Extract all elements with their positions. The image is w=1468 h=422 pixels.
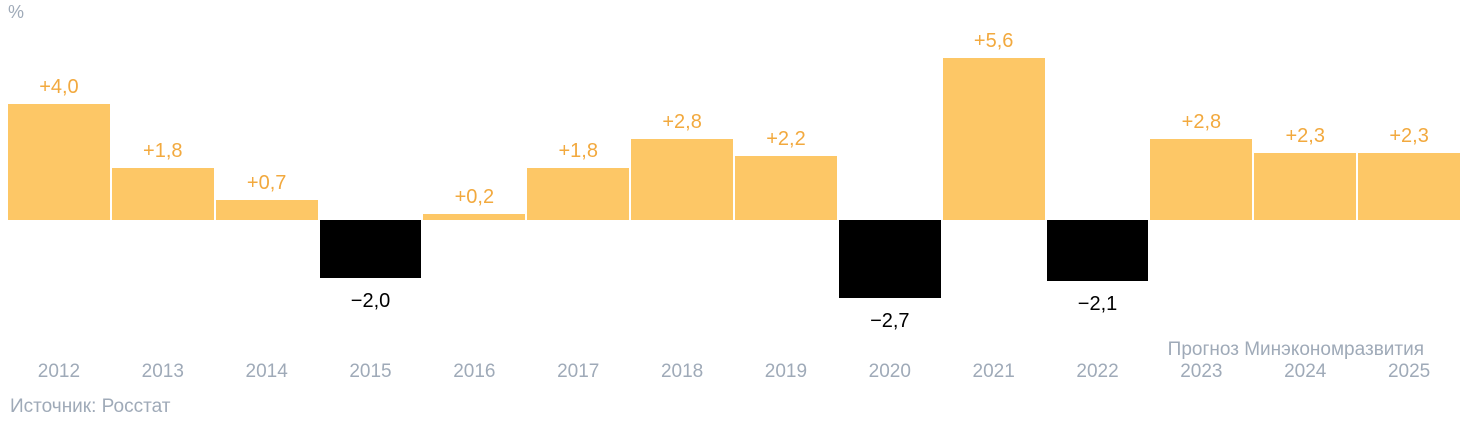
bar-2021 [942,58,1045,220]
year-label-2013: 2013 [141,361,184,382]
year-label-2016: 2016 [453,361,496,382]
year-label-2014: 2014 [245,361,288,382]
bar-2016 [423,214,526,220]
bar-column-2016: +0,2 2016 [423,0,526,422]
value-label-2015: −2,0 [350,290,391,312]
value-label-2025: +2,3 [1389,125,1429,147]
bar-2014 [215,200,318,220]
value-label-2018: +2,8 [662,111,702,133]
value-label-2014: +0,7 [246,172,287,194]
bar-2013 [111,168,214,220]
bar-column-2012: +4,0 2012 [8,0,110,422]
year-label-2023: 2023 [1180,361,1223,382]
bar-2022 [1046,220,1149,281]
bar-2023 [1150,139,1253,220]
value-label-2012: +4,0 [39,76,79,98]
bar-2025 [1358,153,1461,220]
bar-2019 [735,156,837,220]
bar-2018 [631,139,734,220]
bar-column-2022: −2,1 2022 [1046,0,1149,422]
year-label-2020: 2020 [868,361,911,382]
bar-column-2021: +5,6 2021 [942,0,1045,422]
value-label-2020: −2,7 [870,310,910,332]
year-label-2021: 2021 [972,361,1015,382]
value-label-2019: +2,2 [766,128,806,150]
year-label-2018: 2018 [660,361,704,382]
year-label-2025: 2025 [1387,361,1431,382]
year-label-2024: 2024 [1284,361,1327,382]
source-note: Источник: Росстат [10,396,171,417]
bar-2017 [527,168,630,220]
bar-column-2019: +2,2 2019 [735,0,837,422]
value-label-2021: +5,6 [973,30,1014,52]
year-label-2012: 2012 [37,361,81,382]
bar-2020 [838,220,941,298]
bar-column-2023: +2,8 2023 [1150,0,1253,422]
bar-column-2013: +1,8 2013 [111,0,214,422]
year-label-2019: 2019 [764,361,808,382]
bar-2015 [319,220,422,278]
bar-column-2024: +2,3 2024 [1254,0,1357,422]
bar-column-2018: +2,8 2018 [631,0,734,422]
y-axis-unit-label: % [8,2,25,22]
bar-column-2025: +2,3 2025 [1358,0,1461,422]
value-label-2016: +0,2 [454,186,495,208]
value-label-2022: −2,1 [1077,293,1118,315]
bar-column-2017: +1,8 2017 [527,0,630,422]
bar-2024 [1254,153,1357,220]
value-label-2023: +2,8 [1181,111,1222,133]
year-label-2015: 2015 [349,361,392,382]
value-label-2017: +1,8 [558,140,598,162]
bar-column-2020: −2,7 2020 [838,0,941,422]
value-label-2024: +2,3 [1285,125,1325,147]
forecast-annotation: Прогноз Минэкономразвития [1167,339,1424,360]
bar-2012 [8,104,110,220]
year-label-2017: 2017 [557,361,600,382]
year-label-2022: 2022 [1076,361,1119,382]
bar-column-2014: +0,7 2014 [215,0,318,422]
value-label-2013: +1,8 [143,140,183,162]
bar-column-2015: −2,0 2015 [319,0,422,422]
